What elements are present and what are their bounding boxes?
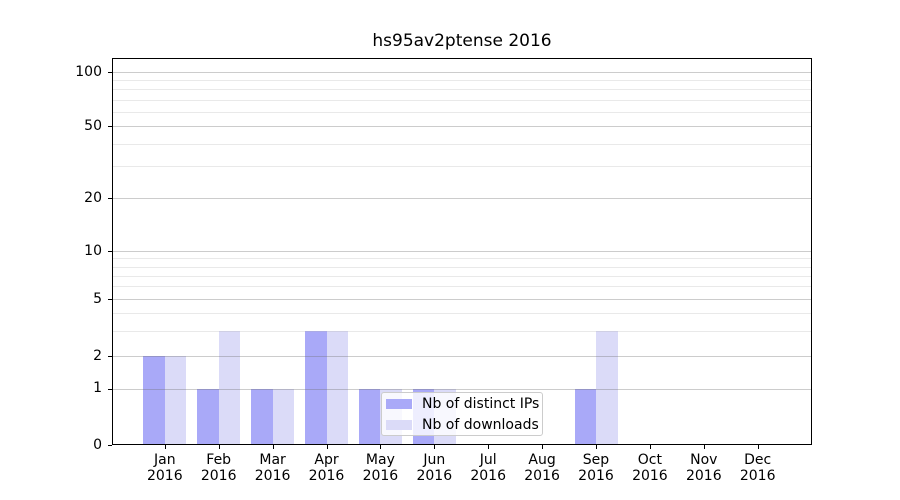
gridline-minor-8	[113, 266, 811, 268]
x-tick-label-year: 2016	[362, 468, 399, 484]
x-tick-sep	[596, 445, 597, 449]
x-tick-label-year: 2016	[685, 468, 722, 484]
x-tick-label-year: 2016	[578, 468, 614, 484]
x-tick-nov	[703, 445, 705, 449]
bar-distinct-ips-jan	[143, 356, 165, 445]
x-tick-label-dec: Dec 2016	[730, 452, 786, 484]
gridline-major-10	[113, 251, 811, 252]
x-tick-label-year: 2016	[416, 468, 453, 484]
legend: Nb of distinct IPs Nb of downloads	[381, 392, 543, 436]
x-tick-label-jul: Jul 2016	[460, 452, 516, 484]
x-tick-dec	[757, 445, 759, 449]
bar-distinct-ips-sep	[574, 388, 596, 445]
gridline-minor-3	[113, 330, 811, 332]
x-tick-label-mar: Mar 2016	[245, 452, 301, 484]
y-tick-label-100: 100	[75, 63, 102, 80]
gridline-major-1	[113, 388, 811, 390]
y-tick-2	[108, 356, 112, 357]
legend-label-downloads: Nb of downloads	[422, 416, 539, 433]
y-tick-label-10: 10	[84, 242, 102, 259]
x-tick-label-oct: Oct 2016	[622, 452, 678, 484]
gridline-minor-7	[113, 275, 811, 277]
bar-downloads-sep	[596, 330, 618, 445]
x-tick-label-year: 2016	[200, 468, 237, 484]
y-tick-10	[108, 251, 112, 252]
legend-swatch-distinct-ips	[386, 398, 412, 409]
x-tick-jan	[164, 445, 166, 449]
gridline-minor-40	[113, 143, 811, 145]
x-tick-label-nov: Nov 2016	[676, 452, 732, 484]
x-tick-label-sep: Sep 2016	[568, 452, 624, 484]
bar-downloads-apr	[326, 330, 348, 445]
y-tick-100	[108, 72, 112, 73]
legend-item-distinct-ips: Nb of distinct IPs	[386, 395, 540, 412]
x-tick-jul	[488, 445, 490, 449]
y-tick-50	[108, 126, 112, 127]
chart-title: hs95av2ptense 2016	[372, 31, 552, 51]
x-tick-apr	[326, 445, 328, 449]
x-tick-label-year: 2016	[632, 468, 668, 484]
x-tick-label-year: 2016	[308, 468, 345, 484]
x-tick-label-feb: Feb 2016	[191, 452, 247, 484]
y-tick-5	[108, 299, 112, 300]
y-tick-1	[108, 388, 112, 390]
x-tick-label-year: 2016	[524, 468, 560, 484]
y-tick-20	[108, 198, 112, 199]
bar-distinct-ips-apr	[305, 330, 327, 445]
bar-downloads-mar	[272, 388, 295, 445]
x-tick-label-may: May 2016	[352, 452, 408, 484]
x-tick-aug	[542, 445, 544, 449]
bar-downloads-jan	[164, 356, 187, 445]
legend-label-distinct-ips: Nb of distinct IPs	[422, 395, 540, 412]
x-tick-label-year: 2016	[470, 468, 506, 484]
gridline-major-2	[113, 356, 811, 357]
y-tick-label-50: 50	[84, 117, 102, 134]
legend-swatch-downloads	[386, 419, 412, 430]
x-tick-label-year: 2016	[254, 468, 291, 484]
gridline-minor-60	[113, 111, 811, 113]
y-tick-0	[108, 445, 112, 446]
y-tick-label-1: 1	[93, 380, 102, 396]
x-tick-label-apr: Apr 2016	[299, 452, 355, 484]
gridline-major-100	[113, 72, 811, 73]
x-tick-label-jun: Jun 2016	[406, 452, 462, 484]
gridline-minor-6	[113, 286, 811, 288]
gridline-major-5	[113, 299, 811, 300]
gridline-minor-80	[113, 89, 811, 91]
legend-item-downloads: Nb of downloads	[386, 416, 539, 433]
x-tick-may	[380, 445, 382, 449]
gridline-major-50	[113, 126, 811, 127]
bar-downloads-feb	[218, 330, 241, 445]
bar-distinct-ips-may	[358, 388, 381, 445]
y-tick-label-5: 5	[93, 290, 102, 307]
x-tick-label-year: 2016	[739, 468, 776, 484]
y-tick-label-2: 2	[93, 347, 102, 364]
y-tick-label-20: 20	[84, 189, 102, 206]
gridline-minor-90	[113, 80, 811, 82]
x-tick-jun	[434, 445, 436, 449]
x-tick-label-aug: Aug 2016	[514, 452, 570, 484]
gridline-minor-70	[113, 99, 811, 101]
gridline-major-20	[113, 198, 811, 199]
bar-distinct-ips-feb	[197, 388, 219, 445]
gridline-minor-30	[113, 166, 811, 168]
x-tick-label-year: 2016	[146, 468, 183, 484]
bar-distinct-ips-mar	[251, 388, 273, 445]
x-tick-feb	[218, 445, 220, 449]
gridline-minor-4	[113, 312, 811, 314]
x-tick-oct	[649, 445, 651, 449]
y-tick-label-0: 0	[93, 436, 102, 453]
x-tick-label-jan: Jan 2016	[137, 452, 193, 484]
gridline-minor-9	[113, 258, 811, 260]
x-tick-mar	[272, 445, 274, 449]
